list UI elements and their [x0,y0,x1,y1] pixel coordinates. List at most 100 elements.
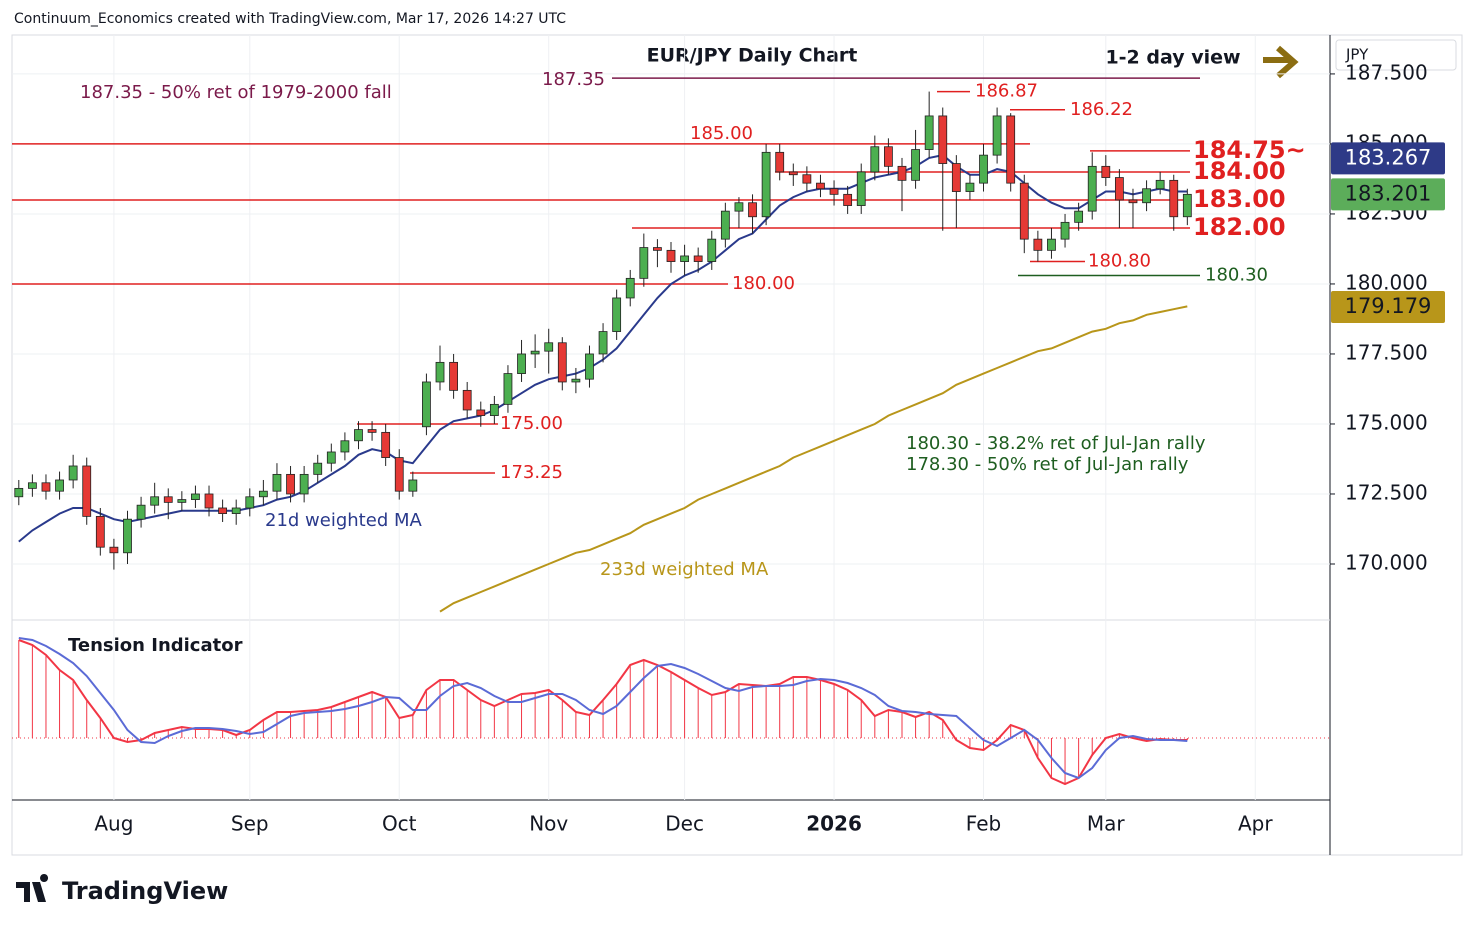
level-label: 182.00 [1193,213,1286,241]
candle-body [489,403,499,416]
candle-body [1087,165,1097,212]
candle-body [326,451,336,464]
y-tick-label: 180.000 [1345,270,1428,294]
x-tick-label: Nov [529,812,568,836]
candle-body [1128,199,1138,204]
candle-body [258,490,268,498]
candle-body [503,373,513,405]
candle-body [1047,238,1056,251]
candle-body [177,499,187,503]
candle-body [204,493,214,509]
candle-body [544,342,554,352]
level-label: 180.00 [732,273,795,294]
level-label: 187.35 [542,69,605,90]
overlay: 187.35186.87186.22185.00184.75~184.00183… [80,69,1445,580]
candle-body [965,182,975,192]
candle-body [14,487,24,498]
candle-body [517,353,526,374]
candle-body [422,381,431,428]
axis-unit: JPY [1345,46,1369,64]
level-label: 183.00 [1193,185,1286,213]
candle-body [571,378,581,383]
indicator-line [18,637,1188,780]
x-tick-label: Aug [94,812,133,836]
level-label: 173.25 [500,462,563,483]
candle-body [272,473,282,492]
candle-body [95,515,105,548]
candle-body [639,247,649,279]
view-arrow [1263,45,1299,79]
candle-body [1060,221,1070,240]
level-label: 180.30 [1205,265,1268,286]
price-badge [1331,178,1445,211]
candle-body [979,154,988,184]
x-tick-label: Mar [1087,812,1126,836]
candle-body [27,482,37,489]
candle-body [870,146,880,173]
annotation: 178.30 - 50% ret of Jul-Jan rally [906,454,1189,475]
candle-body [462,389,472,411]
candle-body [340,440,350,453]
candle-body [775,151,785,173]
candle-body [707,238,717,262]
candle-body [109,546,119,554]
candle-body [123,518,132,554]
candle-body [897,165,907,181]
level-label: 180.80 [1088,251,1151,272]
candle-body [843,193,853,206]
candle-body [449,361,458,391]
candle-body [41,482,51,492]
y-tick-label: 175.000 [1345,410,1428,434]
candle-body [1019,182,1029,240]
candle-body [82,465,92,517]
candle-body [1074,210,1084,223]
candle-body [816,182,825,190]
candle-body [1142,188,1151,204]
candle-body [992,115,1002,156]
candle-body [381,431,391,458]
candle-body [666,249,676,262]
level-label: 185.00 [690,123,753,144]
candle-body [761,151,771,218]
candle-body [1006,115,1016,184]
candle-body [557,342,567,383]
candle-body [598,331,608,355]
candle-body [1114,177,1124,201]
candle-body [924,115,934,150]
candle-body [150,496,160,506]
candle-body [163,496,173,503]
series-label: 233d weighted MA [600,559,769,580]
candle-body [788,171,798,176]
moving-average [439,305,1188,613]
candle-body [612,297,622,332]
candle-body [1033,238,1043,251]
level-label: 186.22 [1070,99,1133,120]
candle-body [748,202,757,218]
level-label: 175.00 [500,413,563,434]
grid: 170.000172.500175.000177.500180.000182.5… [12,35,1428,836]
y-tick-label: 172.500 [1345,480,1428,504]
price-badge-label: 183.201 [1345,181,1432,205]
y-tick-label: 187.500 [1345,60,1428,84]
candle-body [802,174,812,184]
indicator-title: Tension Indicator [68,635,243,656]
candle-body [938,115,948,164]
x-tick-label: Oct [382,812,417,836]
level-label: 184.00 [1193,157,1286,185]
x-tick-label: Sep [231,812,269,836]
chart-title: EUR/JPY Daily Chart [647,45,858,67]
candle-body [313,462,323,475]
logo-icon [16,874,49,902]
candle-body [625,277,635,299]
x-tick-label: Feb [966,812,1001,836]
level-label: 186.87 [975,81,1038,102]
y-tick-label: 170.000 [1345,550,1428,574]
candle-body [1101,165,1111,178]
candle-body [245,496,255,509]
candle-body [911,149,920,181]
price-badge-label: 179.179 [1345,294,1432,318]
candle-body [1155,179,1165,190]
candle-body [191,493,200,500]
candle-body [720,210,730,240]
